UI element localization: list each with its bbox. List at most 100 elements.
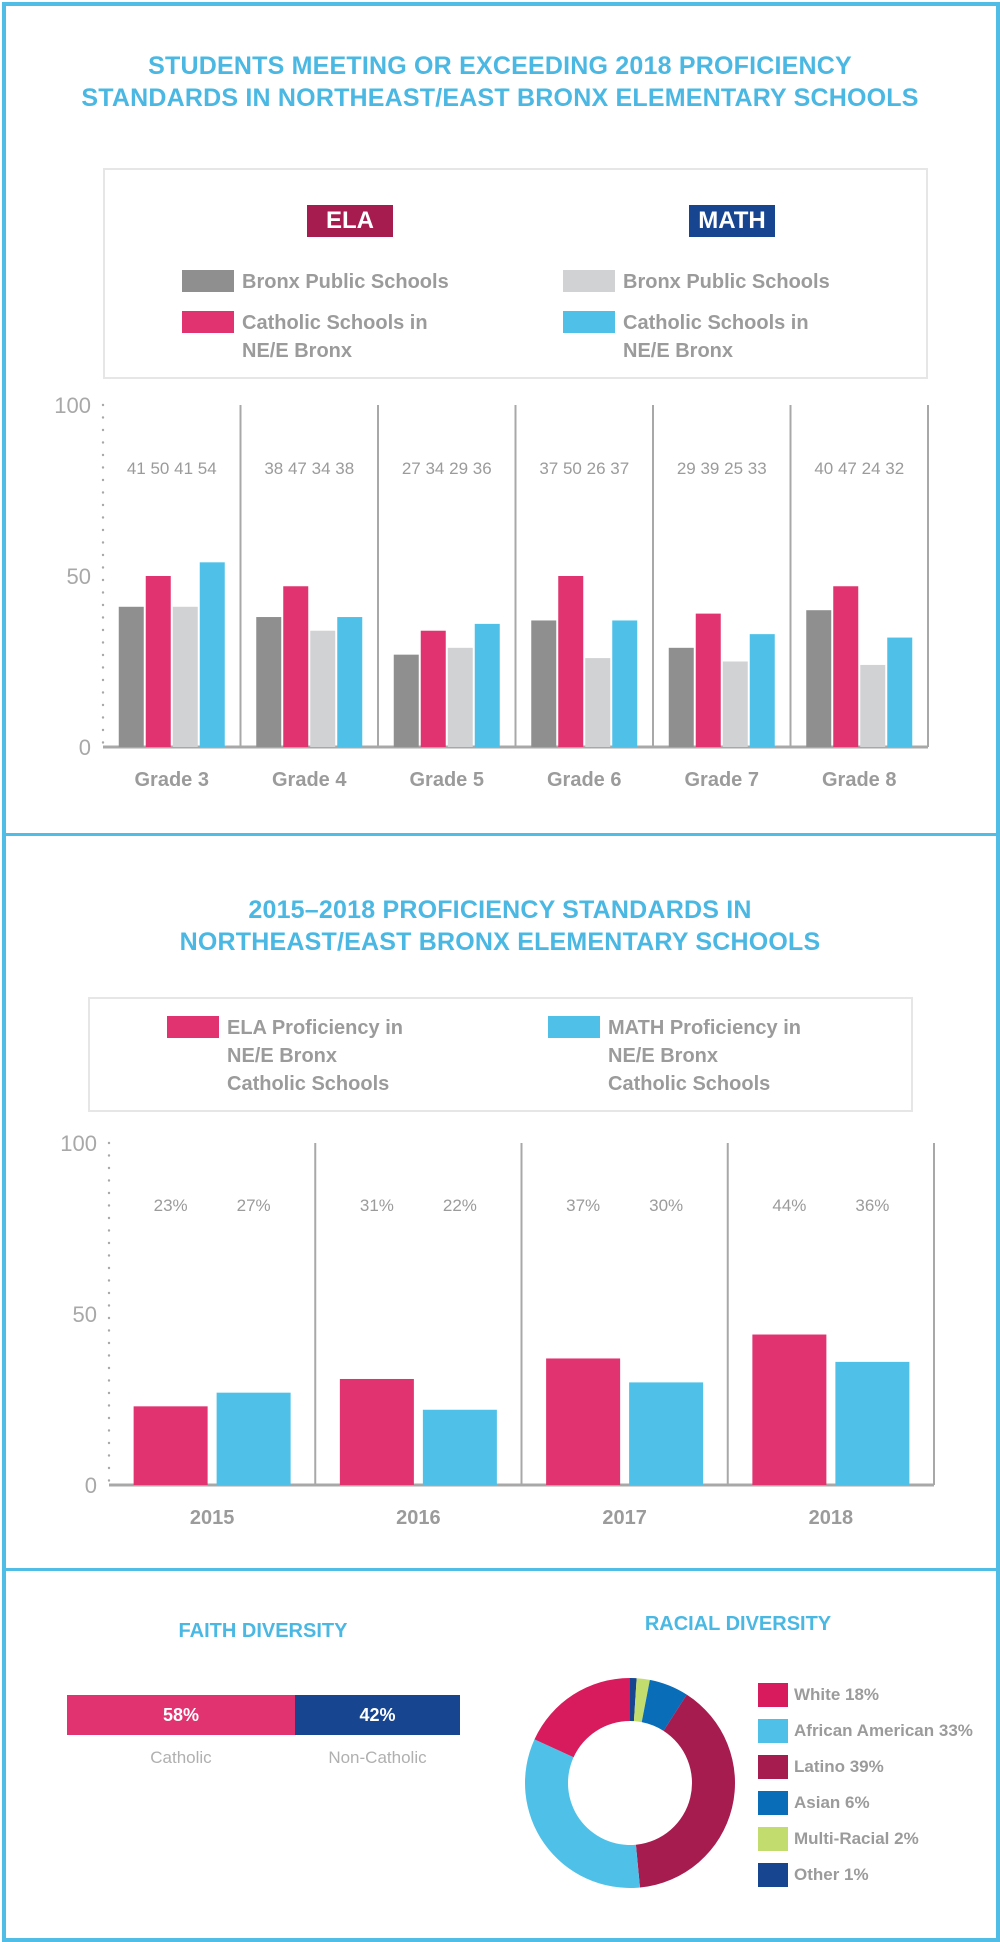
racial-diversity-title: RACIAL DIVERSITY bbox=[644, 1613, 832, 1635]
y-axis-dot bbox=[101, 578, 105, 582]
data-label: 36% bbox=[855, 1196, 889, 1215]
chart1-title-line1: STUDENTS MEETING OR EXCEEDING 2018 PROFI… bbox=[148, 52, 852, 80]
data-label: 27% bbox=[237, 1196, 271, 1215]
legend-item-ela-bronx: Bronx Public Schools bbox=[182, 268, 449, 296]
faith-value-non-catholic: 42% bbox=[359, 1704, 396, 1725]
bar-grade-8-series-3 bbox=[887, 637, 913, 747]
y-axis-dot bbox=[107, 1329, 111, 1332]
y-axis-dot bbox=[107, 1304, 111, 1307]
bar-grade-5-series-0 bbox=[393, 654, 419, 747]
y-axis-dot bbox=[101, 591, 105, 594]
data-label: 31% bbox=[360, 1196, 394, 1215]
chart2-title-line2: NORTHEAST/EAST BRONX ELEMENTARY SCHOOLS bbox=[179, 928, 821, 956]
legend-label: Asian 6% bbox=[794, 1793, 870, 1812]
legend-label: Bronx Public Schools bbox=[242, 271, 449, 293]
racial-legend-item: Multi-Racial 2% bbox=[758, 1827, 973, 1851]
y-axis-dot bbox=[101, 478, 105, 482]
bar-grade-5-series-3 bbox=[474, 623, 500, 747]
bar-grade-7-series-2 bbox=[722, 661, 748, 747]
y-axis-dot bbox=[101, 428, 105, 432]
y-axis-dot bbox=[101, 616, 105, 619]
x-tick-label: Grade 5 bbox=[410, 769, 484, 791]
y-axis-dot bbox=[107, 1366, 111, 1370]
x-tick-label: Grade 3 bbox=[135, 769, 209, 791]
bar-grade-6-series-2 bbox=[585, 658, 611, 747]
y-axis-dot bbox=[107, 1404, 111, 1407]
faith-value-catholic: 58% bbox=[162, 1704, 199, 1725]
y-axis-dot bbox=[107, 1316, 111, 1320]
y-axis-dot bbox=[101, 516, 105, 519]
x-tick-label: 2015 bbox=[190, 1507, 235, 1529]
y-axis-dot bbox=[101, 641, 105, 644]
y-axis-dot bbox=[107, 1429, 111, 1432]
legend-label-line: MATH Proficiency in bbox=[608, 1017, 801, 1039]
y-axis-dot bbox=[101, 566, 105, 569]
faith-label-non-catholic: Non-Catholic bbox=[328, 1748, 427, 1767]
racial-donut bbox=[525, 1678, 735, 1888]
y-axis-dot bbox=[107, 1279, 111, 1282]
y-axis-dot bbox=[101, 741, 105, 744]
y-axis-dot bbox=[107, 1354, 111, 1357]
bar-grade-3-series-3 bbox=[199, 562, 225, 747]
bar-2015-series-1 bbox=[216, 1392, 291, 1485]
chart1-title: STUDENTS MEETING OR EXCEEDING 2018 PROFI… bbox=[0, 50, 1000, 114]
y-axis-dot bbox=[101, 703, 105, 707]
data-label: 27 34 29 36 bbox=[402, 459, 492, 478]
bar-2016-series-0 bbox=[339, 1378, 414, 1485]
legend-swatch bbox=[758, 1755, 788, 1779]
racial-legend: White 18% African American 33% Latino 39% A… bbox=[758, 1683, 973, 1899]
y-axis-dot bbox=[101, 628, 105, 632]
y-axis-dot bbox=[107, 1454, 111, 1457]
x-tick-label: Grade 4 bbox=[272, 769, 347, 791]
bar-grade-8-series-2 bbox=[860, 664, 886, 747]
data-label: 40 47 24 32 bbox=[814, 459, 904, 478]
y-axis-dot bbox=[107, 1166, 111, 1170]
bar-grade-4-series-3 bbox=[337, 617, 363, 747]
legend-swatch bbox=[548, 1016, 600, 1038]
legend-label-line: ELA Proficiency in bbox=[227, 1017, 403, 1039]
data-label: 37 50 26 37 bbox=[539, 459, 629, 478]
x-tick-label: 2016 bbox=[396, 1507, 441, 1529]
bar-grade-6-series-3 bbox=[612, 620, 638, 747]
y-axis-dot bbox=[101, 403, 105, 407]
legend-label: MATH Proficiency in NE/E Bronx Catholic … bbox=[608, 1014, 801, 1098]
y-axis-dot bbox=[107, 1154, 111, 1157]
legend-label-line: Catholic Schools bbox=[608, 1073, 771, 1095]
chart2-plot: 100 50 0 23% 27% 2015 31% 22% 2016 37% 30% 2017 44% 3… bbox=[60, 1131, 935, 1529]
data-label: 30% bbox=[649, 1196, 683, 1215]
legend-swatch bbox=[758, 1719, 788, 1743]
bar-2018-series-1 bbox=[835, 1361, 910, 1485]
bar-2015-series-0 bbox=[133, 1406, 208, 1485]
donut-slice-latino bbox=[635, 1694, 735, 1888]
y-axis-dot bbox=[101, 678, 105, 682]
legend-label: Multi-Racial 2% bbox=[794, 1829, 919, 1848]
donut-slice-asian bbox=[641, 1679, 687, 1731]
legend-label: Other 1% bbox=[794, 1865, 869, 1884]
y-axis-dot bbox=[101, 603, 105, 607]
legend-label-line: NE/E Bronx bbox=[242, 340, 353, 362]
bar-grade-8-series-0 bbox=[806, 610, 832, 747]
y-axis-dot bbox=[101, 491, 105, 494]
y-axis-dot bbox=[107, 1291, 111, 1295]
bar-grade-7-series-3 bbox=[749, 634, 775, 747]
bar-grade-3-series-1 bbox=[145, 576, 171, 747]
bar-2017-series-0 bbox=[546, 1358, 621, 1485]
racial-legend-item: White 18% bbox=[758, 1683, 973, 1707]
y-axis-dot bbox=[107, 1341, 111, 1345]
bar-2016-series-1 bbox=[422, 1409, 497, 1485]
y-axis-dot bbox=[101, 666, 105, 669]
chart1-plot: 100 50 0 41 50 41 54 Grade 3 38 47 34 38 Grade… bbox=[54, 393, 929, 791]
legend-item-math-bronx: Bronx Public Schools bbox=[563, 268, 830, 296]
bar-grade-3-series-0 bbox=[118, 606, 144, 747]
y-axis-dot bbox=[107, 1179, 111, 1182]
bar-grade-4-series-2 bbox=[310, 630, 336, 747]
y-axis-dot bbox=[107, 1379, 111, 1382]
y-axis-dot bbox=[101, 441, 105, 444]
legend-label-line: Catholic Schools bbox=[227, 1073, 390, 1095]
legend-swatch bbox=[182, 270, 234, 292]
y-axis-dot bbox=[101, 503, 105, 507]
legend-label-line: NE/E Bronx bbox=[623, 340, 734, 362]
legend-item-ela-catholic: Catholic Schools in NE/E Bronx bbox=[182, 309, 428, 365]
y-axis-dot bbox=[101, 541, 105, 544]
y-axis-dot bbox=[107, 1466, 111, 1470]
